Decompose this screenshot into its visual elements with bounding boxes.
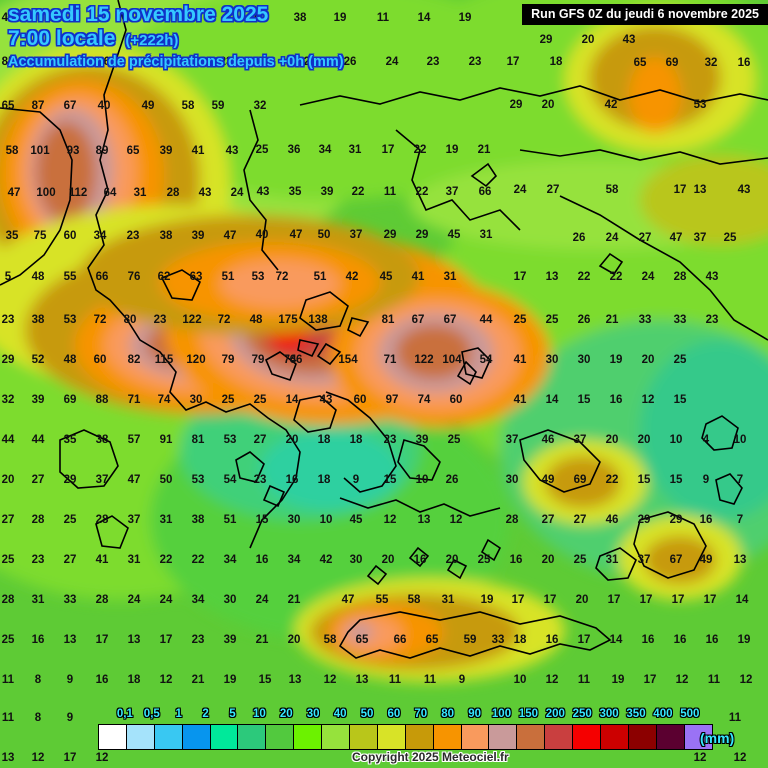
legend-tick-label: 90 xyxy=(468,708,481,720)
legend-swatch[interactable] xyxy=(628,725,657,749)
legend-swatch[interactable] xyxy=(238,725,267,749)
legend-swatch[interactable] xyxy=(294,725,323,749)
legend-swatches[interactable] xyxy=(98,724,713,750)
map-raster xyxy=(0,0,768,682)
legend-tick-label: 200 xyxy=(545,708,565,720)
legend-tick-label: 50 xyxy=(360,708,374,720)
legend-tick-label: 2 xyxy=(202,708,209,720)
legend-tick-label: 150 xyxy=(518,708,538,720)
legend-swatch[interactable] xyxy=(601,725,629,749)
legend-tick-label: 80 xyxy=(441,708,455,720)
legend-tick-label: 400 xyxy=(653,708,673,720)
legend-tick-label: 20 xyxy=(279,708,293,720)
precipitation-map[interactable] xyxy=(0,0,768,700)
legend-swatch[interactable] xyxy=(656,725,685,749)
legend-tick-label: 5 xyxy=(229,708,236,720)
legend-tick-label: 250 xyxy=(572,708,592,720)
model-run-banner: Run GFS 0Z du jeudi 6 novembre 2025 xyxy=(522,4,768,25)
legend-swatch[interactable] xyxy=(545,725,574,749)
legend-swatch[interactable] xyxy=(489,725,518,749)
legend-tick-label: 1 xyxy=(175,708,182,720)
forecast-offset: (+222h) xyxy=(125,32,179,49)
legend-swatch[interactable] xyxy=(377,725,406,749)
legend-tick-label: 70 xyxy=(414,708,428,720)
legend-swatch[interactable] xyxy=(573,725,602,749)
coastline-overlay xyxy=(0,0,768,659)
legend-swatch[interactable] xyxy=(684,725,712,749)
legend-swatch[interactable] xyxy=(126,725,155,749)
legend-tick-label: 350 xyxy=(626,708,646,720)
legend-swatch[interactable] xyxy=(99,725,127,749)
legend-unit-label: (mm) xyxy=(700,730,735,746)
forecast-time: 7:00 locale xyxy=(8,27,116,50)
legend-tick-label: 100 xyxy=(491,708,512,720)
legend-swatch[interactable] xyxy=(405,725,434,749)
legend-tick-label: 60 xyxy=(387,708,401,720)
legend-swatch[interactable] xyxy=(433,725,462,749)
legend-swatch[interactable] xyxy=(322,725,351,749)
copyright-notice: Copyright 2025 Meteociel.fr xyxy=(352,750,509,764)
legend-tick-label: 300 xyxy=(599,708,619,720)
legend-tick-label: 30 xyxy=(306,708,320,720)
color-scale-legend[interactable]: (mm) 0,1 0,5 1 2 5 10 20 30 40 50 60 70 80 90 100 150 20… xyxy=(0,700,768,768)
field-label: Accumulation de précipitations depuis +0… xyxy=(8,54,344,70)
legend-swatch[interactable] xyxy=(210,725,239,749)
legend-tick-label: 10 xyxy=(252,708,266,720)
legend-tick-label: 0,1 xyxy=(116,708,133,720)
legend-swatch[interactable] xyxy=(517,725,546,749)
legend-swatch[interactable] xyxy=(266,725,295,749)
legend-tick-label: 40 xyxy=(333,708,347,720)
legend-swatch[interactable] xyxy=(461,725,490,749)
legend-swatch[interactable] xyxy=(350,725,378,749)
legend-tick-label: 500 xyxy=(680,708,700,720)
forecast-date: samedi 15 novembre 2025 xyxy=(8,3,269,26)
title-block: samedi 15 novembre 2025 7:00 locale (+22… xyxy=(8,3,344,71)
legend-swatch[interactable] xyxy=(182,725,211,749)
legend-swatch[interactable] xyxy=(154,725,183,749)
legend-tick-label: 0,5 xyxy=(143,708,160,720)
